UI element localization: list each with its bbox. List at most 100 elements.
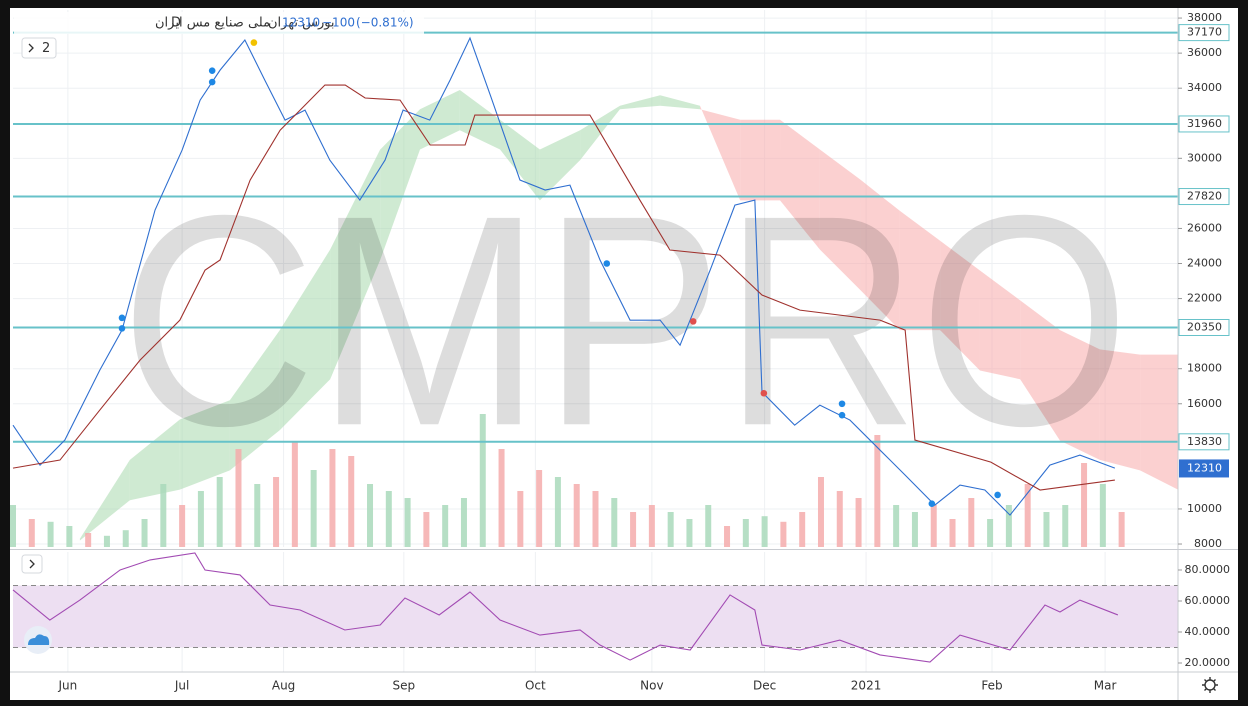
y-tick-label: 80.0000 (1185, 563, 1231, 576)
y-tick-label: 20.0000 (1185, 656, 1231, 669)
cloud-segment (860, 179, 900, 331)
volume-bar (705, 505, 712, 547)
symbol-name: ملی صنایع مس ایران (155, 16, 270, 31)
baseline-line (12, 84, 1115, 491)
y-tick-label: 38000 (1187, 11, 1222, 24)
volume-bar (47, 521, 54, 547)
settings-button[interactable] (1202, 677, 1218, 693)
volume-bar (968, 498, 975, 547)
gear-teeth (1202, 677, 1218, 693)
volume-bar (930, 505, 937, 547)
volume-bar (28, 519, 35, 547)
volume-bar (724, 526, 731, 547)
volume-bar (1081, 463, 1088, 547)
volume-bar (592, 491, 599, 547)
interval: D (171, 16, 181, 31)
signal-marker (118, 314, 126, 322)
cloud-segment (660, 95, 700, 110)
volume-bar (404, 498, 411, 547)
volume-bar (385, 491, 392, 547)
signal-marker (689, 318, 697, 325)
y-tick-label: 36000 (1187, 46, 1222, 59)
volume-bar (367, 484, 374, 547)
rsi-toggle-box[interactable] (21, 554, 43, 574)
chevron-icon (28, 43, 34, 53)
exchange-name: بورس تهران (268, 16, 335, 31)
cloud-segment (619, 95, 661, 110)
signal-marker (208, 78, 216, 86)
level-label: 20350 (1187, 321, 1222, 334)
volume-bar (235, 449, 242, 547)
cloud-segment (279, 249, 331, 431)
cloud-segment (979, 270, 1021, 380)
cloud-segment (500, 119, 540, 201)
cloud-segment (539, 130, 581, 201)
rsi-band (13, 585, 1178, 648)
cloud-segment (459, 89, 501, 150)
volume-bar (329, 449, 336, 547)
volume-bar (197, 491, 204, 547)
back-layer (10, 10, 1178, 672)
volume-bar (85, 533, 92, 547)
y-tick-label: 24000 (1187, 257, 1222, 270)
volume-bar (66, 526, 73, 547)
cloud-segment (1140, 354, 1178, 490)
signal-marker (928, 500, 936, 507)
level-label-box (1178, 115, 1230, 133)
x-tick-label: Dec (753, 679, 776, 693)
header-background (14, 12, 424, 34)
y-tick-label: 60.0000 (1185, 594, 1231, 607)
cloud-segment (179, 400, 230, 490)
signal-marker (208, 67, 216, 74)
level-label-box (1178, 433, 1230, 451)
volume-bar (573, 484, 580, 547)
header-last-price: 12310 (282, 16, 320, 30)
y-tick-label: 22000 (1187, 292, 1222, 305)
volume-bar (686, 519, 693, 547)
volume-bar (911, 512, 918, 547)
x-tick-label: 2021 (851, 679, 882, 693)
x-tick-label: Nov (640, 679, 663, 693)
cloud-segment (419, 89, 460, 150)
level-label: 37170 (1187, 26, 1222, 39)
cloud-segment (899, 210, 941, 331)
level-label: 31960 (1187, 117, 1222, 130)
volume-bar (987, 519, 994, 547)
price-line (12, 552, 1119, 663)
signal-marker (994, 491, 1001, 499)
volume-bar (1099, 484, 1106, 547)
y-tick-label: 30000 (1187, 151, 1222, 164)
last-price-label: 12310 (1187, 461, 1222, 474)
cloud-segment (1020, 300, 1060, 441)
volume-bar (799, 512, 806, 547)
pane-count: 2 (42, 41, 50, 56)
volume-bar (103, 535, 110, 547)
cloud-segment (740, 119, 781, 201)
volume-bar (611, 498, 618, 547)
volume-bar (273, 477, 280, 547)
volume-bar (460, 498, 467, 547)
volume-bar (874, 435, 881, 547)
level-label-box (1178, 24, 1230, 42)
pane-toggle-box[interactable] (21, 37, 57, 59)
pane-toggle[interactable]: 2 (21, 37, 57, 59)
volume-bar (1043, 512, 1050, 547)
volume-bar (949, 519, 956, 547)
cloud-segment (780, 119, 820, 250)
x-tick-label: Feb (981, 679, 1002, 693)
y-tick-label: 26000 (1187, 221, 1222, 234)
volume-bar (141, 519, 148, 547)
signal-marker (760, 389, 768, 397)
level-label-box (1178, 188, 1230, 206)
volume-bar (893, 505, 900, 547)
cloud-segment (1059, 330, 1100, 460)
y-tick-label: 18000 (1187, 362, 1222, 375)
volume-bar (122, 530, 129, 547)
rsi-toggle[interactable] (21, 554, 43, 574)
cloud-segment (79, 459, 130, 541)
volume-bar (160, 484, 167, 547)
x-tick-label: Jul (174, 679, 189, 693)
volume-bar (310, 470, 317, 547)
volume-bar (536, 470, 543, 547)
volume-bar (836, 491, 843, 547)
